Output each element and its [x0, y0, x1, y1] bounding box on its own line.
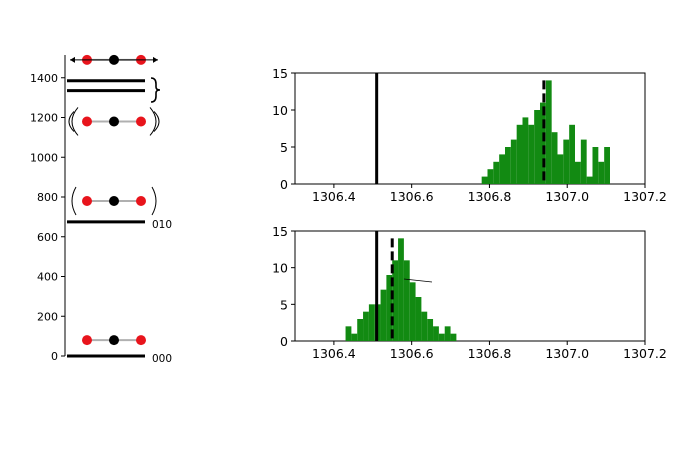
- energy-level-label: 010: [152, 219, 172, 231]
- panel-b-plot: 0 5 10 15 1306.4 1306.6 1306.8 1307.0 1307.2: [272, 66, 667, 204]
- plot-frame: [294, 72, 646, 185]
- outer-atom: [136, 335, 146, 346]
- center-atom: [109, 195, 119, 206]
- histogram-bar: [392, 260, 399, 341]
- histogram-bar: [493, 161, 500, 184]
- x-tick-label: 1307.2: [623, 189, 667, 204]
- histogram-bar: [598, 161, 605, 184]
- histogram-bar: [563, 139, 570, 184]
- bend-arc-right: [151, 186, 157, 216]
- outer-atom: [82, 116, 92, 127]
- x-tick-label: 1306.6: [390, 346, 434, 361]
- panel-a-tick-label: 800: [37, 191, 58, 204]
- histogram-panel-b: 0 5 10 15 1306.4 1306.6 1306.8 1307.0 1307.2: [272, 66, 667, 204]
- panel-a-tick-label: 0: [51, 350, 58, 363]
- center-atom: [109, 116, 119, 127]
- center-atom: [109, 335, 119, 346]
- histogram-bar: [363, 311, 369, 341]
- y-tick-label: 5: [280, 140, 288, 155]
- histogram-bar: [534, 110, 540, 184]
- panel-a-tick-label: 200: [37, 310, 58, 323]
- x-tick-label: 1306.8: [468, 189, 512, 204]
- outer-atom: [82, 335, 92, 346]
- histogram-bar: [522, 117, 529, 184]
- histogram-bar: [415, 297, 422, 341]
- y-tick-label: 0: [280, 334, 288, 349]
- y-tick-label: 10: [272, 103, 288, 118]
- histogram-bar: [592, 147, 599, 184]
- histogram-bar: [481, 176, 488, 184]
- histogram-bar: [557, 154, 564, 184]
- histogram-bar: [545, 80, 552, 184]
- energy-levels: 000 010: [67, 79, 172, 365]
- x-tick-label: 1306.4: [312, 189, 356, 204]
- histogram-bar: [510, 139, 517, 184]
- histogram-panel-c: 0 5 10 15 1306.4 1306.6 1306.8 1307.0 1307.2: [272, 224, 667, 361]
- fermi-brace: [150, 77, 161, 103]
- histogram-bar: [516, 124, 523, 184]
- histogram-bar: [421, 311, 428, 341]
- bend-arc-left: [71, 186, 77, 216]
- histogram-bar: [450, 333, 457, 341]
- x-tick-label: 1307.0: [545, 346, 589, 361]
- y-tick-label: 15: [272, 66, 288, 81]
- histogram-bar: [398, 238, 404, 341]
- histogram-bar: [438, 333, 445, 341]
- y-tick-label: 10: [272, 261, 288, 276]
- histogram-bar: [604, 147, 610, 184]
- outer-atom: [136, 195, 146, 206]
- histogram-bar: [505, 147, 511, 184]
- energy-level-label: 000: [152, 353, 172, 365]
- energy-level-panel: 0 200 400 600 800 1000 1200 1400 000 010: [30, 54, 172, 365]
- y-tick-label: 5: [280, 297, 288, 312]
- panel-a-ticks: 0 200 400 600 800 1000 1200 1400: [30, 72, 65, 363]
- vibration-arc-right: [149, 107, 160, 136]
- panel-c-mean-leader: [403, 278, 433, 283]
- histogram-bar: [586, 176, 593, 184]
- panel-a-tick-label: 1000: [30, 151, 58, 164]
- molecule-sketches: [68, 54, 160, 346]
- y-tick-label: 0: [280, 177, 288, 192]
- molecule-asymmetric-stretch: [68, 107, 160, 136]
- x-tick-label: 1306.8: [468, 346, 512, 361]
- histogram-bar: [580, 139, 587, 184]
- histogram-bar: [487, 169, 494, 184]
- x-tick-label: 1306.4: [312, 346, 356, 361]
- panel-a-tick-label: 400: [37, 271, 58, 284]
- histogram-bar: [569, 124, 575, 184]
- histogram-bar: [575, 161, 581, 184]
- histogram-bar: [403, 260, 410, 341]
- panel-a-tick-label: 600: [37, 231, 58, 244]
- x-tick-label: 1307.2: [623, 346, 667, 361]
- molecule-symmetric-stretch: [70, 54, 158, 65]
- panel-a-tick-label: 1200: [30, 112, 58, 125]
- histogram-bar: [551, 132, 558, 184]
- histogram-bar: [345, 326, 352, 341]
- vibration-arc-left: [68, 107, 79, 136]
- histogram-bar: [528, 124, 535, 184]
- histogram-bar: [368, 304, 375, 341]
- histogram-bar: [499, 154, 505, 184]
- molecule-ground: [82, 335, 146, 346]
- plot-frame: [294, 230, 646, 342]
- outer-atom: [136, 116, 146, 127]
- histogram-bar: [433, 326, 439, 341]
- histogram-bar: [444, 326, 451, 341]
- histogram-bar: [357, 319, 364, 341]
- x-tick-label: 1306.6: [390, 189, 434, 204]
- histogram-bar: [380, 289, 387, 341]
- histogram-bar: [427, 319, 434, 341]
- outer-atom: [82, 195, 92, 206]
- x-tick-label: 1307.0: [545, 189, 589, 204]
- molecule-bending: [71, 186, 157, 216]
- histogram-bar: [540, 102, 546, 184]
- panel-c-plot: 0 5 10 15 1306.4 1306.6 1306.8 1307.0 1307.2: [272, 224, 667, 361]
- histogram-bar: [351, 333, 358, 341]
- panel-a-tick-label: 1400: [30, 72, 58, 85]
- histogram-bar: [386, 275, 393, 341]
- y-tick-label: 15: [272, 224, 288, 239]
- histogram-bar: [409, 282, 416, 341]
